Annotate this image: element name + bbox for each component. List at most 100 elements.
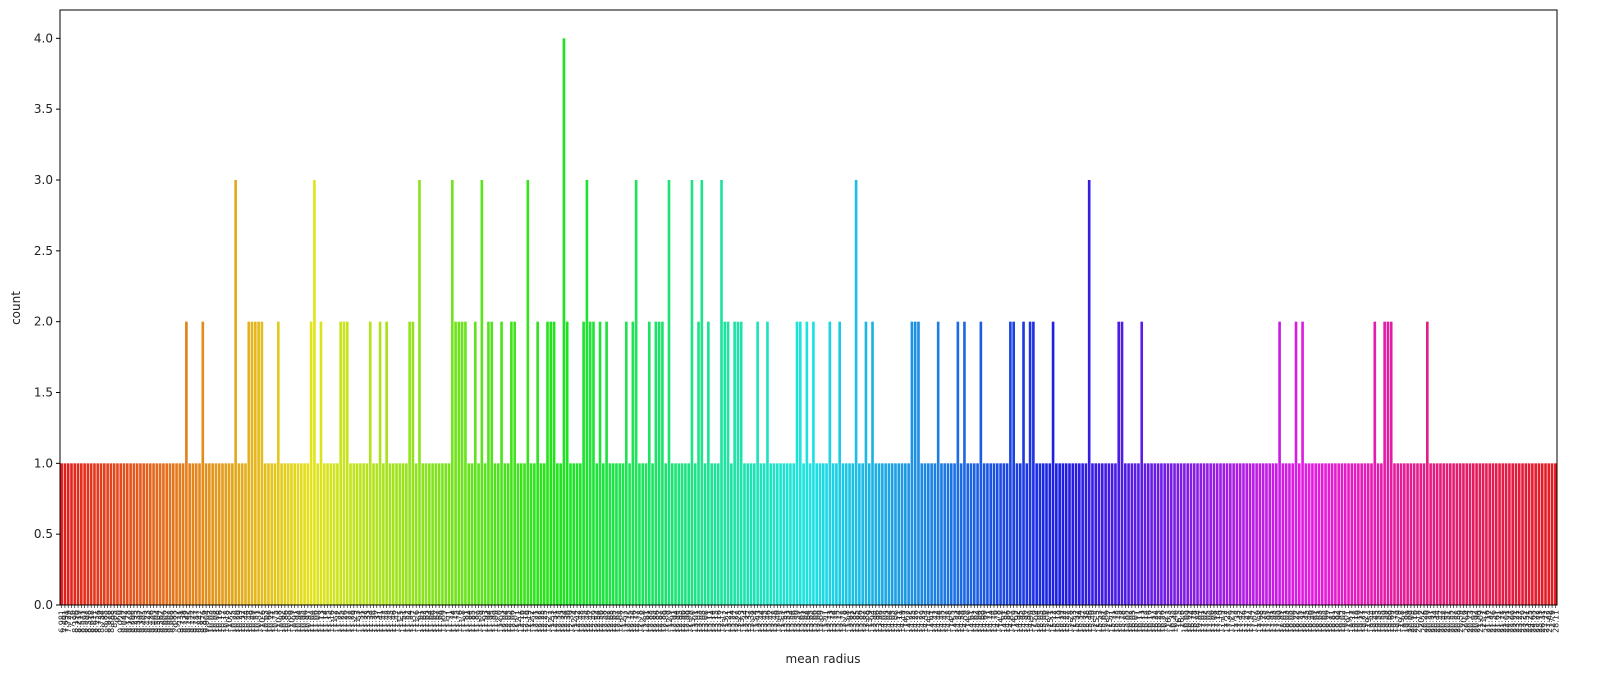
bar xyxy=(1192,463,1196,605)
x-tick-label: 19.53 xyxy=(1374,610,1383,633)
x-tick-label: 16.26 xyxy=(1157,610,1166,633)
bar xyxy=(552,321,556,605)
bar xyxy=(1238,463,1242,605)
x-tick-label: 13.96 xyxy=(872,610,881,633)
bar xyxy=(1163,463,1167,605)
x-tick-label: 10.2 xyxy=(225,610,234,628)
bar xyxy=(1202,463,1206,605)
bar xyxy=(355,463,359,605)
x-tick-label: 9.742 xyxy=(182,610,191,633)
x-tick-label: 13.77 xyxy=(836,610,845,633)
bar xyxy=(342,321,346,605)
x-tick-label: 14.26 xyxy=(911,610,920,633)
bar xyxy=(1232,463,1235,605)
bar xyxy=(1143,463,1147,605)
x-tick-label: 25.73 xyxy=(1535,610,1544,633)
x-tick-label: 7.76 xyxy=(67,610,76,628)
x-tick-label: 18.03 xyxy=(1282,610,1291,633)
bar xyxy=(851,463,855,605)
x-tick-label: 12.22 xyxy=(534,610,543,633)
bar xyxy=(1439,463,1442,605)
bar xyxy=(1117,321,1121,605)
x-tick-label: 9.755 xyxy=(186,610,195,633)
bar xyxy=(171,463,175,605)
bar xyxy=(165,463,169,605)
bar xyxy=(897,463,901,605)
bar xyxy=(89,463,93,605)
x-tick-label: 10.32 xyxy=(238,610,247,633)
x-tick-label: 10.88 xyxy=(284,610,293,633)
x-tick-label: 10.75 xyxy=(271,610,280,633)
bar xyxy=(772,463,776,605)
x-tick-label: 17.35 xyxy=(1233,610,1242,633)
bar xyxy=(782,463,786,605)
x-tick-label: 15.05 xyxy=(1036,610,1045,633)
x-tick-label: 11.28 xyxy=(347,610,356,633)
x-tick-label: 10.96 xyxy=(301,610,310,633)
bar xyxy=(1422,463,1426,605)
bar xyxy=(1242,463,1245,605)
x-tick-label: 21.56 xyxy=(1489,610,1498,633)
x-tick-label: 20.48 xyxy=(1440,610,1449,633)
bar xyxy=(326,463,329,605)
x-tick-label: 14.03 xyxy=(882,610,891,633)
bar xyxy=(710,463,713,605)
x-tick-label: 18.65 xyxy=(1318,610,1327,633)
bar xyxy=(753,463,756,605)
bar xyxy=(917,321,920,605)
bar xyxy=(372,463,375,605)
bar xyxy=(549,321,553,605)
x-tick-label: 9.847 xyxy=(196,610,205,633)
x-tick-label: 13.87 xyxy=(859,610,868,633)
x-tick-label: 20.34 xyxy=(1430,610,1439,633)
bar xyxy=(1511,463,1514,605)
bar xyxy=(572,463,576,605)
x-tick-label: 20.58 xyxy=(1453,610,1462,633)
x-tick-label: 13.56 xyxy=(790,610,799,633)
x-tick-label: 12.8 xyxy=(639,610,648,628)
x-tick-label: 12.32 xyxy=(553,610,562,633)
bar xyxy=(726,321,730,605)
x-tick-label: 11.75 xyxy=(452,610,461,633)
x-tick-label: 11.08 xyxy=(314,610,323,633)
x-tick-label: 13.54 xyxy=(786,610,795,633)
x-tick-label: 11.3 xyxy=(353,610,362,628)
x-tick-label: 9.397 xyxy=(136,610,145,633)
bar xyxy=(546,321,549,605)
bar xyxy=(1156,463,1160,605)
bar xyxy=(1045,463,1048,605)
bar xyxy=(1540,463,1544,605)
x-tick-label: 20.51 xyxy=(1443,610,1452,633)
x-tick-label: 14.4 xyxy=(924,610,933,628)
x-tick-label: 12.78 xyxy=(635,610,644,633)
x-tick-label: 14.86 xyxy=(1003,610,1012,633)
x-tick-label: 11.13 xyxy=(317,610,326,633)
bar xyxy=(457,321,461,605)
x-tick-label: 10.44 xyxy=(241,610,250,633)
bar xyxy=(536,321,539,605)
bar xyxy=(76,463,80,605)
bar xyxy=(697,321,700,605)
x-tick-label: 13.65 xyxy=(806,610,815,633)
x-tick-label: 18.81 xyxy=(1328,610,1337,633)
bar xyxy=(700,180,704,605)
bar xyxy=(867,463,871,605)
bar xyxy=(368,321,372,605)
x-tick-label: 19.79 xyxy=(1394,610,1403,633)
x-tick-label: 18.45 xyxy=(1302,610,1311,633)
bar xyxy=(148,463,152,605)
x-tick-label: 9.405 xyxy=(140,610,149,633)
x-tick-label: 11.94 xyxy=(484,610,493,633)
bar xyxy=(155,463,159,605)
x-tick-label: 15.71 xyxy=(1108,610,1117,633)
bar xyxy=(503,463,507,605)
x-tick-label: 13.61 xyxy=(796,610,805,633)
x-tick-label: 10.8 xyxy=(274,610,283,628)
x-tick-label: 13.45 xyxy=(760,610,769,633)
bar xyxy=(1146,463,1150,605)
bar xyxy=(815,463,819,605)
x-tick-label: 9.668 xyxy=(166,610,175,633)
x-tick-label: 20.47 xyxy=(1436,610,1445,633)
x-tick-label: 11.34 xyxy=(366,610,375,633)
bar xyxy=(1009,321,1012,605)
